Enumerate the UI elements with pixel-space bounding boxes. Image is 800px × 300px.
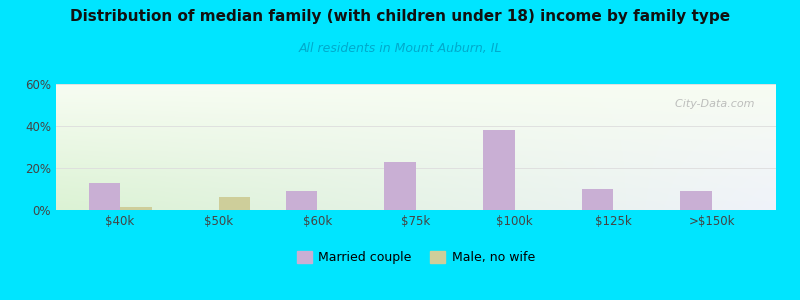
Legend: Married couple, Male, no wife: Married couple, Male, no wife [292, 246, 540, 269]
Text: Distribution of median family (with children under 18) income by family type: Distribution of median family (with chil… [70, 9, 730, 24]
Bar [89, 183, 120, 210]
Bar [582, 189, 614, 210]
Bar [218, 197, 250, 210]
Bar [680, 191, 712, 210]
Bar [385, 162, 416, 210]
Bar [120, 207, 152, 210]
Bar [286, 191, 318, 210]
Text: All residents in Mount Auburn, IL: All residents in Mount Auburn, IL [298, 42, 502, 55]
Text: City-Data.com: City-Data.com [668, 99, 754, 109]
Bar [483, 130, 514, 210]
